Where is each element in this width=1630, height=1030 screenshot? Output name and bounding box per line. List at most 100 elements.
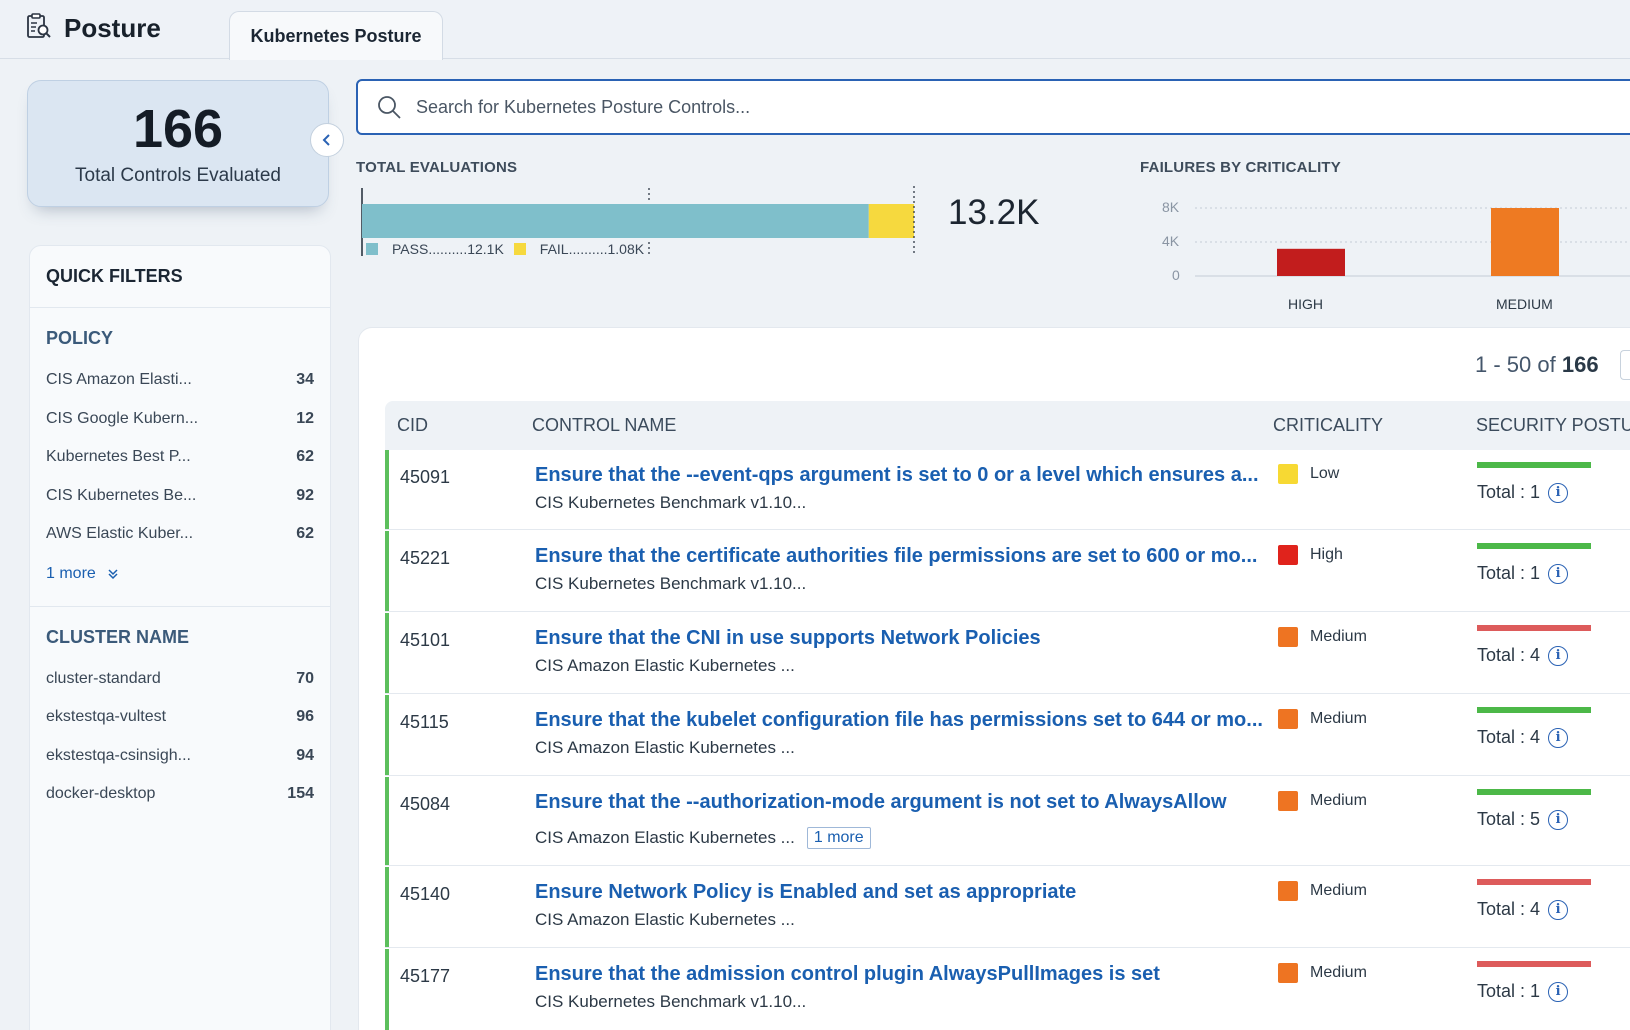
column-header-security-posture[interactable]: SECURITY POSTURE <box>1476 415 1630 435</box>
control-name-link[interactable]: Ensure that the admission control plugin… <box>535 963 1160 985</box>
filter-count: 96 <box>296 708 314 726</box>
row-security-posture: Total : 1 i <box>1477 462 1597 503</box>
quick-filters-panel: QUICK FILTERS POLICY CIS Amazon Elasti..… <box>29 245 331 1030</box>
row-status-bar <box>385 949 389 1030</box>
control-name-link[interactable]: Ensure that the --authorization-mode arg… <box>535 791 1227 813</box>
info-icon[interactable]: i <box>1548 563 1569 584</box>
cluster-filter-item[interactable]: ekstestqa-vultest 96 <box>46 698 314 737</box>
filter-label: cluster-standard <box>46 669 161 687</box>
app-title: Posture <box>26 12 161 45</box>
criticality-label: Medium <box>1310 882 1367 899</box>
y-tick-label: 8K <box>1162 199 1180 215</box>
filter-label: docker-desktop <box>46 785 156 803</box>
filter-label: CIS Google Kubern... <box>46 409 199 427</box>
policy-text: CIS Amazon Elastic Kubernetes ... <box>535 738 795 757</box>
cluster-filter-item[interactable]: docker-desktop 154 <box>46 775 314 814</box>
total-evaluations-value: 13.2K <box>948 193 1040 232</box>
table-header: CID CONTROL NAME CRITICALITY SECURITY PO… <box>385 401 1630 450</box>
control-name-link[interactable]: Ensure Network Policy is Enabled and set… <box>535 881 1077 903</box>
bar-medium[interactable] <box>1491 208 1559 276</box>
row-security-posture: Total : 4 i <box>1477 625 1597 666</box>
row-cid: 45177 <box>400 966 451 986</box>
tab-kubernetes-posture[interactable]: Kubernetes Posture <box>229 11 443 60</box>
cluster-filter-item[interactable]: cluster-standard 70 <box>46 660 314 699</box>
row-policy: CIS Amazon Elastic Kubernetes ... <box>535 656 795 676</box>
row-criticality: Medium <box>1278 627 1367 647</box>
failures-chart-title: FAILURES BY CRITICALITY <box>1140 159 1341 176</box>
more-policies-tag[interactable]: 1 more <box>806 827 871 849</box>
filter-label: CIS Kubernetes Be... <box>46 486 197 504</box>
control-name-link[interactable]: Ensure that the kubelet configuration fi… <box>535 709 1263 731</box>
bar-high[interactable] <box>1277 248 1345 276</box>
policy-text: CIS Amazon Elastic Kubernetes ... <box>535 656 795 675</box>
column-header-cid[interactable]: CID <box>397 415 428 435</box>
filter-divider <box>30 605 330 607</box>
pagination-summary: 1 - 50 of 166 <box>1475 352 1599 378</box>
row-criticality: Low <box>1278 464 1339 484</box>
info-icon[interactable]: i <box>1548 981 1569 1002</box>
control-name-link[interactable]: Ensure that the CNI in use supports Netw… <box>535 627 1041 649</box>
search-input[interactable] <box>416 96 1316 118</box>
chevron-left-icon <box>322 134 330 146</box>
info-icon[interactable]: i <box>1548 482 1569 503</box>
criticality-label: Medium <box>1310 710 1367 727</box>
row-status-bar <box>385 450 389 529</box>
y-tick-label: 0 <box>1172 267 1180 283</box>
pagination-control[interactable] <box>1620 350 1630 380</box>
posture-bar <box>1477 961 1591 967</box>
policy-text: CIS Kubernetes Benchmark v1.10... <box>535 992 807 1011</box>
filter-label: Kubernetes Best P... <box>46 448 191 466</box>
policy-filter-item[interactable]: CIS Google Kubern... 12 <box>46 400 314 439</box>
table-row[interactable]: 45221 Ensure that the certificate author… <box>385 531 1630 612</box>
criticality-swatch <box>1278 963 1298 983</box>
table-row[interactable]: 45115 Ensure that the kubelet configurat… <box>385 695 1630 776</box>
x-tick-label-medium: MEDIUM <box>1496 296 1553 312</box>
criticality-swatch <box>1278 881 1298 901</box>
table-row[interactable]: 45084 Ensure that the --authorization-mo… <box>385 777 1630 866</box>
policy-text: CIS Kubernetes Benchmark v1.10... <box>535 493 807 512</box>
row-cid: 45084 <box>400 794 451 814</box>
posture-bar <box>1477 789 1591 795</box>
policy-filter-item[interactable]: Kubernetes Best P... 62 <box>46 438 314 477</box>
table-row[interactable]: 45101 Ensure that the CNI in use support… <box>385 613 1630 694</box>
row-policy: CIS Amazon Elastic Kubernetes ... 1 more <box>535 827 871 849</box>
policy-filter-item[interactable]: AWS Elastic Kuber... 62 <box>46 515 314 554</box>
info-icon[interactable]: i <box>1548 899 1569 920</box>
info-icon[interactable]: i <box>1548 645 1569 666</box>
total-evaluations-title: TOTAL EVALUATIONS <box>356 159 518 176</box>
filter-count: 70 <box>296 669 314 687</box>
filter-count: 154 <box>287 785 314 803</box>
pagination-range: 1 - 50 of <box>1475 352 1556 377</box>
control-name-link[interactable]: Ensure that the --event-qps argument is … <box>535 464 1259 486</box>
row-policy: CIS Kubernetes Benchmark v1.10... <box>535 992 806 1012</box>
search-icon <box>378 96 401 119</box>
info-icon[interactable]: i <box>1548 727 1569 748</box>
search-bar[interactable] <box>356 79 1630 135</box>
control-name-link[interactable]: Ensure that the certificate authorities … <box>535 545 1258 567</box>
policy-show-more-link[interactable]: 1 more <box>46 554 314 594</box>
tab-label: Kubernetes Posture <box>250 25 422 46</box>
row-policy: CIS Kubernetes Benchmark v1.10... <box>535 493 806 513</box>
row-cid: 45140 <box>400 884 451 904</box>
pass-legend-label: PASS..........12.1K <box>392 241 504 257</box>
info-icon[interactable]: i <box>1548 809 1569 830</box>
posture-total: Total : 1 <box>1477 563 1541 583</box>
cluster-filter-item[interactable]: ekstestqa-csinsigh... 94 <box>46 737 314 776</box>
table-row[interactable]: 45140 Ensure Network Policy is Enabled a… <box>385 867 1630 948</box>
row-cid: 45115 <box>400 712 449 732</box>
table-row[interactable]: 45091 Ensure that the --event-qps argume… <box>385 450 1630 530</box>
collapse-panel-button[interactable] <box>310 123 344 157</box>
fail-swatch <box>513 243 526 255</box>
show-more-label: 1 more <box>46 564 96 582</box>
policy-filter-title: POLICY <box>46 328 114 348</box>
row-cid: 45221 <box>400 548 451 568</box>
y-tick-label: 4K <box>1162 233 1180 249</box>
row-security-posture: Total : 4 i <box>1477 707 1597 748</box>
policy-filter-item[interactable]: CIS Amazon Elasti... 34 <box>46 361 314 400</box>
policy-filter-item[interactable]: CIS Kubernetes Be... 92 <box>46 477 314 516</box>
criticality-label: Medium <box>1310 964 1367 981</box>
posture-total: Total : 4 <box>1477 645 1541 665</box>
column-header-criticality[interactable]: CRITICALITY <box>1273 415 1384 435</box>
table-row[interactable]: 45177 Ensure that the admission control … <box>385 949 1630 1030</box>
column-header-control-name[interactable]: CONTROL NAME <box>532 415 677 435</box>
